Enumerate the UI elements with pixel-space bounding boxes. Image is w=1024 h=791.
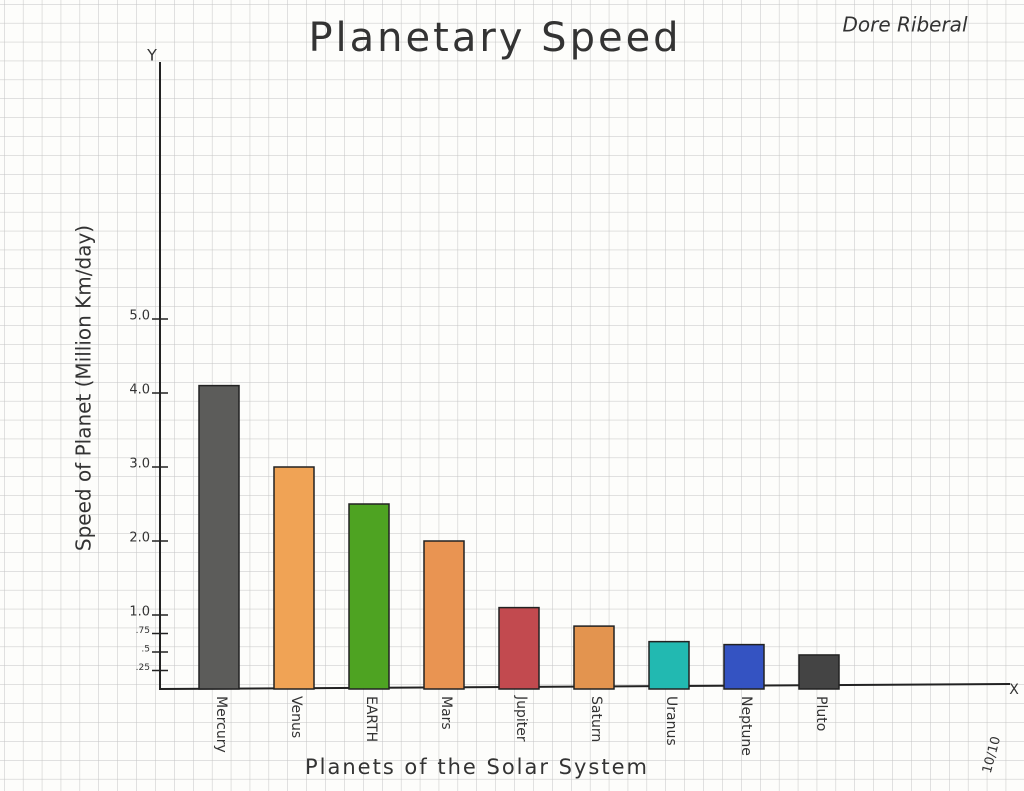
bar <box>648 640 690 690</box>
chart-title: Planetary Speed <box>308 15 681 61</box>
x-axis-label: Planets of the Solar System <box>305 755 649 779</box>
x-tick-label: Pluto <box>813 696 829 731</box>
y-tick-label: 3.0 <box>129 457 150 472</box>
x-tick-label: EARTH <box>363 696 379 742</box>
x-tick-label: Venus <box>288 696 304 738</box>
bar <box>723 643 765 690</box>
x-tick-label: Neptune <box>738 696 754 756</box>
bar <box>273 466 315 690</box>
y-tick-label: .75 <box>136 626 150 636</box>
y-tick-label: 5.0 <box>129 309 150 324</box>
bar <box>348 503 390 690</box>
x-tick-label: Saturn <box>588 696 604 742</box>
bar <box>198 384 240 690</box>
y-tick-label: 4.0 <box>129 383 150 398</box>
bar <box>498 606 540 690</box>
author: Dore Riberal <box>842 13 967 37</box>
y-tick-label: .25 <box>136 663 150 673</box>
bar <box>573 625 615 690</box>
x-axis-letter: X <box>1009 682 1019 698</box>
bar <box>423 540 465 690</box>
y-tick-label: .5 <box>141 645 150 655</box>
x-tick-label: Uranus <box>663 696 679 746</box>
y-axis-label: Speed of Planet (Million Km/day) <box>72 225 96 551</box>
x-tick-label: Mars <box>438 696 454 730</box>
y-tick-label: 2.0 <box>129 531 150 546</box>
bar <box>798 654 840 690</box>
y-tick-label: 1.0 <box>129 605 150 620</box>
x-tick-label: Jupiter <box>513 695 529 742</box>
x-tick-label: Mercury <box>213 696 229 753</box>
y-axis-letter: Y <box>146 46 157 65</box>
